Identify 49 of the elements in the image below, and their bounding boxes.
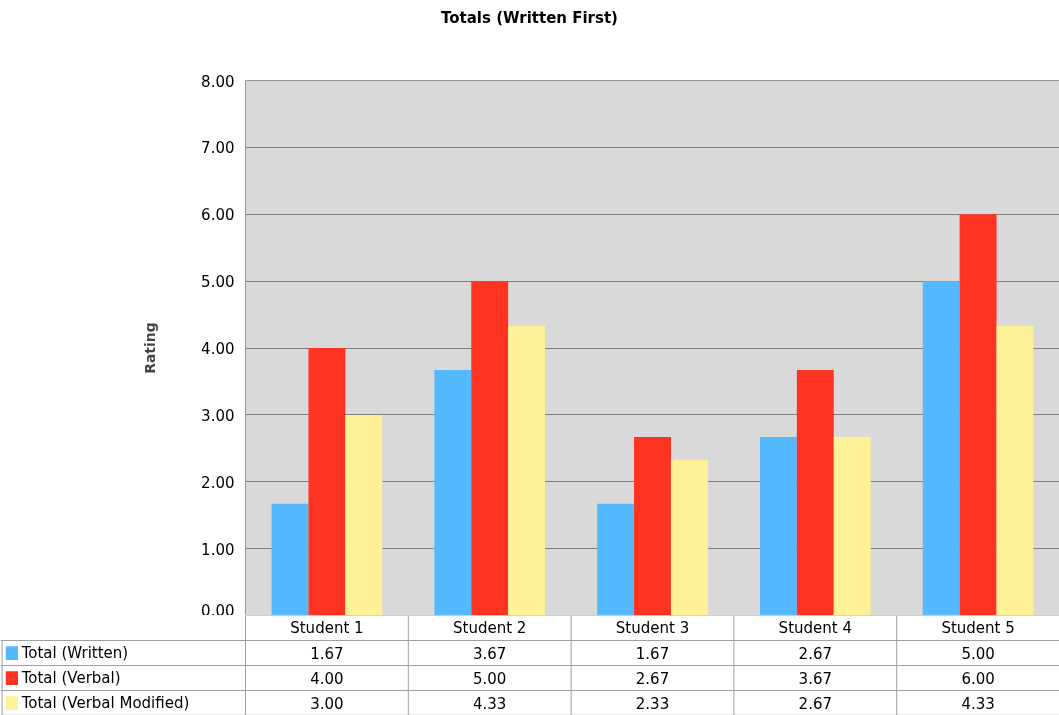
bar	[308, 348, 346, 615]
data-label: 1.67	[310, 645, 344, 663]
bar	[833, 436, 871, 615]
legend-label: Total (Verbal Modified)	[20, 694, 190, 712]
data-label: 3.67	[473, 645, 507, 663]
y-axis-title: Rating	[142, 322, 159, 374]
x-tick-label: Student 5	[941, 619, 1015, 637]
data-label: 4.33	[961, 695, 995, 713]
x-tick-label: Student 1	[290, 619, 364, 637]
y-tick-label: 8.00	[201, 72, 235, 91]
bar	[471, 281, 509, 615]
data-label: 2.67	[798, 645, 833, 663]
y-tick-label: 6.00	[201, 206, 235, 225]
data-label: 6.00	[961, 670, 995, 688]
y-tick-label: 2.00	[201, 473, 235, 492]
bar	[796, 370, 834, 615]
x-tick-label: Student 2	[453, 619, 527, 637]
data-label: 3.00	[310, 695, 344, 713]
legend-label: Total (Verbal)	[20, 669, 121, 687]
data-label: 2.33	[635, 695, 670, 713]
bar	[634, 436, 671, 615]
data-label: 1.67	[635, 645, 670, 663]
bar	[434, 370, 472, 615]
y-tick-label: 4.00	[201, 340, 235, 358]
bar	[345, 414, 383, 615]
data-label: 2.67	[798, 695, 833, 713]
bar	[996, 325, 1034, 615]
x-tick-label: Student 3	[615, 619, 690, 637]
data-label: 5.00	[961, 645, 995, 663]
y-tick-label: 7.00	[201, 139, 235, 158]
legend-label: Total (Written)	[20, 644, 129, 662]
data-label: 2.67	[635, 670, 670, 688]
y-tick-label: 3.00	[201, 406, 235, 425]
chart-title: Totals (Written First)	[441, 8, 618, 29]
bar	[271, 503, 309, 615]
data-label: 4.33	[473, 695, 507, 713]
bar	[508, 325, 546, 615]
bar	[759, 436, 797, 615]
data-label: 3.67	[798, 670, 833, 688]
data-label: 4.00	[310, 670, 344, 688]
bar	[670, 459, 708, 615]
bar	[597, 503, 635, 615]
y-tick-label: 5.00	[201, 273, 235, 292]
y-tick-label: 1.00	[201, 540, 235, 559]
bar	[922, 281, 960, 615]
x-tick-label: Student 4	[778, 619, 852, 637]
bar	[959, 214, 997, 615]
y-tick-label: 0.00	[201, 601, 235, 620]
data-label: 5.00	[473, 670, 507, 688]
